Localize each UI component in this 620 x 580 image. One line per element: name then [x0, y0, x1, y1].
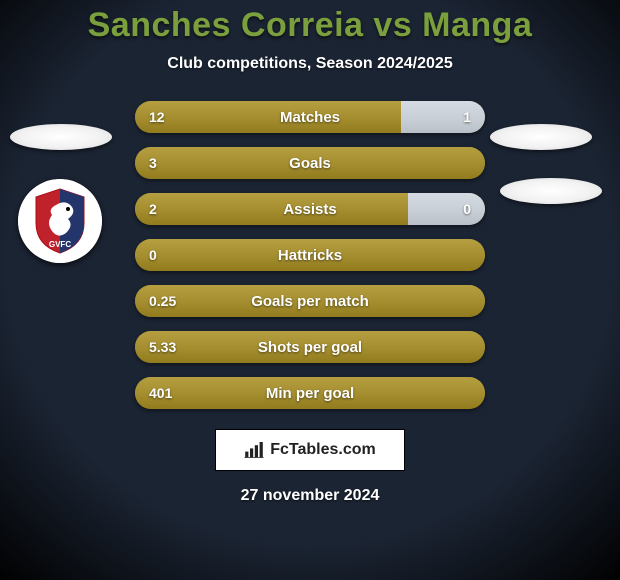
stat-bar-left — [135, 285, 485, 317]
stat-bar-left — [135, 331, 485, 363]
page-title: Sanches Correia vs Manga — [88, 6, 533, 45]
stat-bar-left — [135, 377, 485, 409]
stat-bar-left — [135, 193, 408, 225]
stat-bar: Matches121 — [135, 101, 485, 133]
player-badge-left — [10, 124, 112, 150]
stat-bar-left-value: 2 — [149, 193, 157, 225]
stat-bar: Goals3 — [135, 147, 485, 179]
player-badge-right-1 — [490, 124, 592, 150]
stat-bar-right — [401, 101, 485, 133]
stat-bar-right-value: 1 — [463, 101, 471, 133]
stat-bar-left-value: 3 — [149, 147, 157, 179]
stat-bar-left — [135, 239, 485, 271]
stat-bar-left-value: 5.33 — [149, 331, 176, 363]
watermark-box: FcTables.com — [215, 429, 405, 471]
stat-bar: Goals per match0.25 — [135, 285, 485, 317]
stat-bar-right — [408, 193, 485, 225]
player-badge-right-2 — [500, 178, 602, 204]
stat-bar-left-value: 0 — [149, 239, 157, 271]
footer-date: 27 november 2024 — [241, 487, 380, 505]
page-subtitle: Club competitions, Season 2024/2025 — [167, 55, 452, 73]
stat-bar: Hattricks0 — [135, 239, 485, 271]
stat-bar-left-value: 0.25 — [149, 285, 176, 317]
stat-bar-left — [135, 101, 401, 133]
stat-bar: Shots per goal5.33 — [135, 331, 485, 363]
stat-bar-left-value: 401 — [149, 377, 172, 409]
stat-bar: Assists20 — [135, 193, 485, 225]
svg-text:GVFC: GVFC — [49, 240, 71, 249]
stat-bar: Min per goal401 — [135, 377, 485, 409]
stat-bar-left-value: 12 — [149, 101, 165, 133]
club-logo: GVFC — [18, 179, 102, 263]
watermark-text: FcTables.com — [270, 441, 376, 459]
stat-bar-right-value: 0 — [463, 193, 471, 225]
bar-chart-icon — [244, 442, 264, 458]
stat-bar-left — [135, 147, 485, 179]
